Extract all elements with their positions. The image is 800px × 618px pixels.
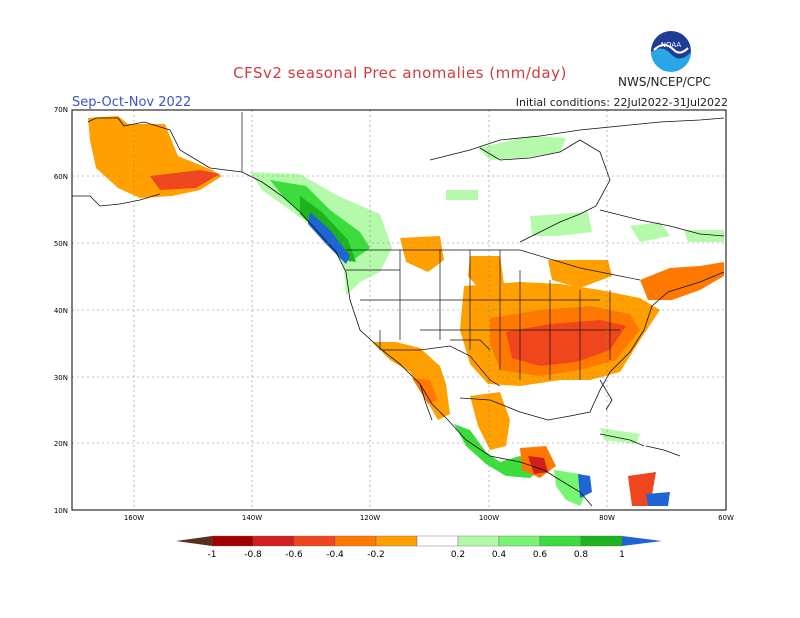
baja-dry-region xyxy=(412,378,438,404)
lon-label: 140W xyxy=(242,514,262,522)
legend-label: 1 xyxy=(619,550,625,560)
lon-label: 160W xyxy=(124,514,144,522)
plains-dry-region xyxy=(468,256,504,290)
lat-label: 40N xyxy=(54,307,68,315)
newfoundland-wet-region xyxy=(684,230,724,242)
legend-swatch xyxy=(211,535,254,547)
mexico-wet-region xyxy=(454,424,540,478)
great-lakes-dry-region xyxy=(548,260,612,288)
legend-label: -0.4 xyxy=(326,550,344,560)
legend-swatch xyxy=(293,535,336,547)
montana-dry-region xyxy=(400,236,444,272)
lat-label: 20N xyxy=(54,440,68,448)
labrador-wet-region xyxy=(630,222,670,242)
legend-swatch xyxy=(375,535,418,547)
alaska-dry-core xyxy=(150,170,220,190)
alaska-dry-region xyxy=(88,116,222,198)
graticule xyxy=(72,110,726,510)
legend-label: -0.2 xyxy=(367,550,385,560)
legend-arrow-left xyxy=(176,536,212,546)
legend-label: 0.4 xyxy=(492,550,507,560)
central-us-dry-strong xyxy=(506,320,626,366)
legend-label: 0.6 xyxy=(533,550,548,560)
legend-label: -1 xyxy=(208,550,217,560)
lon-axis-labels: 160W 140W 120W 100W 80W 60W xyxy=(124,514,734,522)
legend-swatch xyxy=(580,535,623,547)
legend-arrow-right xyxy=(622,536,662,546)
initial-conditions-label: Initial conditions: 22Jul2022-31Jul2022 xyxy=(515,96,728,109)
pacific-nw-wet-extreme xyxy=(308,212,350,264)
lat-label: 60N xyxy=(54,173,68,181)
color-legend: -1 -0.8 -0.6 -0.4 -0.2 0.2 0.4 0.6 0.8 1 xyxy=(176,535,662,560)
anomaly-shading xyxy=(88,116,724,506)
legend-label: -0.6 xyxy=(285,550,303,560)
hudson-wet-region xyxy=(478,136,566,160)
lat-label: 10N xyxy=(54,507,68,515)
central-canada-wet xyxy=(446,190,478,200)
lon-label: 80W xyxy=(599,514,615,522)
legend-swatch xyxy=(416,535,459,547)
political-borders xyxy=(241,112,641,387)
legend-swatch xyxy=(539,535,582,547)
map-frame xyxy=(71,109,727,511)
southwest-dry-region xyxy=(372,342,450,420)
legend-swatch xyxy=(334,535,377,547)
noaa-logo-icon: NOAA xyxy=(651,31,691,72)
legend-label: 0.8 xyxy=(574,550,589,560)
lon-label: 100W xyxy=(479,514,499,522)
panama-wet-extreme xyxy=(578,474,592,498)
legend-swatch xyxy=(457,535,500,547)
lat-label: 70N xyxy=(54,106,68,114)
legend-label: 0.2 xyxy=(451,550,465,560)
legend-swatch xyxy=(498,535,541,547)
lat-axis-labels: 70N 60N 50N 40N 30N 20N 10N xyxy=(54,106,68,515)
pacific-nw-wet-light xyxy=(250,172,392,296)
mexico-dry-region xyxy=(470,392,510,450)
lat-label: 50N xyxy=(54,240,68,248)
season-label: Sep-Oct-Nov 2022 xyxy=(72,95,192,110)
legend-label: -0.8 xyxy=(244,550,262,560)
lon-label: 60W xyxy=(718,514,734,522)
northeast-dry-region xyxy=(640,262,724,300)
caribbean-wet-extreme xyxy=(646,492,670,506)
lon-label: 120W xyxy=(360,514,380,522)
agency-label: NWS/NCEP/CPC xyxy=(618,75,711,89)
quebec-wet-region xyxy=(530,212,592,236)
lat-label: 30N xyxy=(54,374,68,382)
map-title: CFSv2 seasonal Prec anomalies (mm/day) xyxy=(233,64,567,82)
noaa-logo-text: NOAA xyxy=(661,41,682,49)
coastlines xyxy=(72,117,725,507)
legend-swatch xyxy=(252,535,295,547)
